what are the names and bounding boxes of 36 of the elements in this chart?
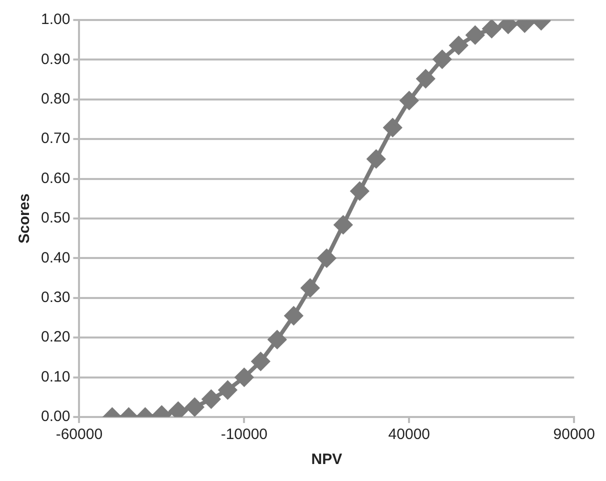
point bbox=[318, 249, 336, 268]
y-tick-label: 0.00 bbox=[40, 408, 70, 426]
x-tick-label: -10000 bbox=[220, 426, 268, 444]
point bbox=[202, 390, 220, 408]
y-tick-label: 0.70 bbox=[40, 130, 70, 148]
point bbox=[334, 216, 352, 234]
y-axis-title: Scores bbox=[16, 193, 34, 244]
point bbox=[268, 330, 286, 349]
x-tick-label: 90000 bbox=[553, 426, 596, 444]
y-tick-label: 0.10 bbox=[40, 368, 70, 386]
y-tick-label: 0.50 bbox=[40, 210, 70, 227]
y-tick-label: 0.30 bbox=[40, 289, 70, 306]
point bbox=[450, 36, 468, 54]
point bbox=[235, 368, 254, 386]
y-tick-label: 0.20 bbox=[40, 328, 70, 346]
point bbox=[400, 92, 418, 110]
point bbox=[252, 352, 270, 370]
y-tick-label: 0.60 bbox=[40, 170, 70, 187]
y-tick-label: 1.00 bbox=[40, 11, 70, 28]
point bbox=[350, 182, 369, 200]
x-tick-label: -60000 bbox=[56, 426, 103, 444]
y-tick-label: 0.40 bbox=[40, 249, 70, 266]
point bbox=[466, 26, 484, 44]
point bbox=[384, 118, 402, 137]
point bbox=[416, 70, 435, 88]
y-tick-label: 0.80 bbox=[40, 90, 70, 108]
point bbox=[218, 381, 237, 400]
x-axis-title: NPV bbox=[311, 451, 342, 468]
point bbox=[367, 150, 386, 168]
y-tick-label: 0.90 bbox=[40, 50, 70, 68]
point bbox=[433, 50, 452, 68]
point bbox=[284, 306, 303, 325]
point bbox=[482, 20, 501, 38]
point bbox=[301, 278, 320, 297]
point bbox=[186, 398, 204, 416]
x-tick-label: 40000 bbox=[388, 426, 430, 444]
